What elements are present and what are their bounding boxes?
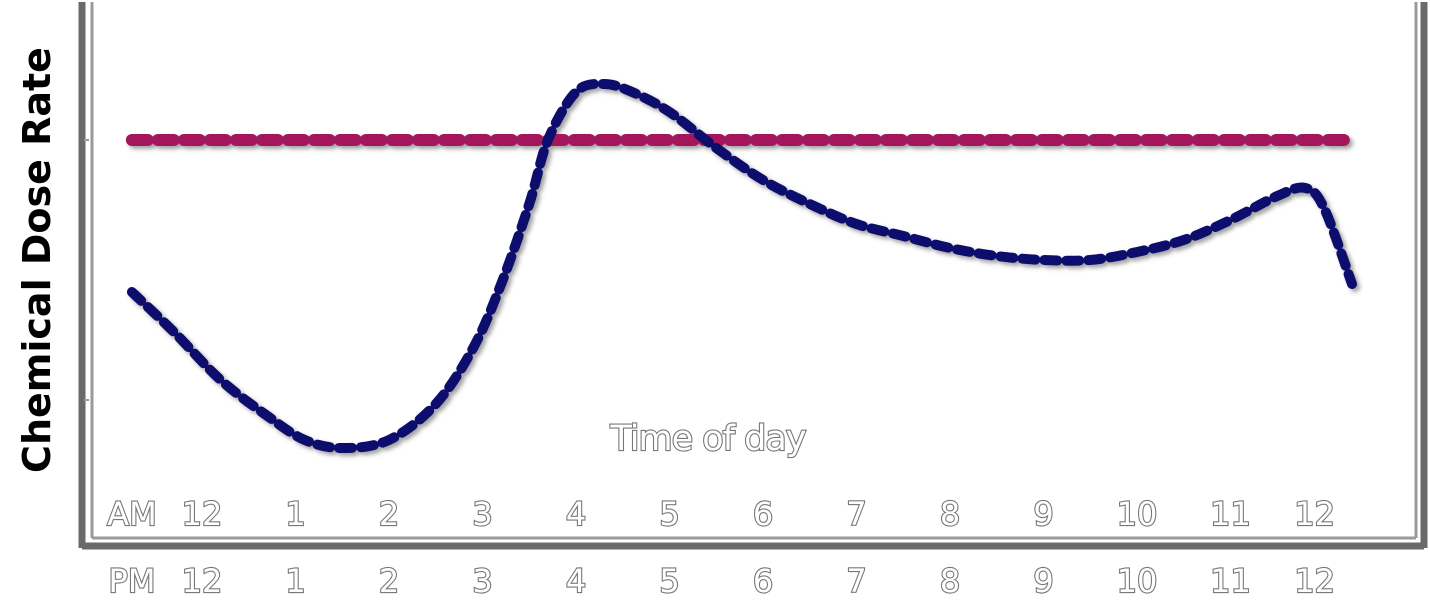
plot-frame: [78, 2, 1428, 550]
pm-tick-8: 8: [940, 562, 960, 600]
pm-tick-11: 11: [1210, 562, 1251, 600]
pm-tick-7: 7: [846, 562, 866, 600]
am-tick-1: 1: [285, 495, 305, 533]
pm-tick-5: 5: [659, 562, 679, 600]
am-tick-7: 7: [846, 495, 866, 533]
pm-tick-12: 12: [1294, 562, 1335, 600]
dose-rate-curve: [126, 78, 1358, 454]
am-tick-5: 5: [659, 495, 679, 533]
am-tick-10: 10: [1117, 495, 1158, 533]
am-tick-8: 8: [940, 495, 960, 533]
am-tick-6: 6: [753, 495, 773, 533]
am-tick-9: 9: [1033, 495, 1053, 533]
pm-row-label: PM: [109, 562, 156, 600]
am-row-label: AM: [107, 495, 157, 533]
pm-tick-4: 4: [566, 562, 586, 600]
am-tick-0: 12: [182, 495, 223, 533]
pm-tick-2: 2: [379, 562, 399, 600]
am-tick-labels: 12 1 2 3 4 5 6 7 8 9 10 11 12: [181, 494, 1337, 534]
am-tick-12: 12: [1294, 495, 1335, 533]
pm-tick-10: 10: [1117, 562, 1158, 600]
am-tick-2: 2: [379, 495, 399, 533]
pm-tick-9: 9: [1033, 562, 1053, 600]
pm-tick-0: 12: [182, 562, 223, 600]
am-tick-4: 4: [566, 495, 586, 533]
pm-tick-labels: 12 1 2 3 4 5 6 7 8 9 10 11 12: [181, 561, 1337, 601]
series-layer: [125, 78, 1359, 454]
pm-tick-3: 3: [472, 562, 492, 600]
pm-tick-1: 1: [285, 562, 305, 600]
pm-tick-6: 6: [753, 562, 773, 600]
y-axis-label: Chemical Dose Rate: [15, 47, 59, 473]
am-tick-11: 11: [1210, 495, 1251, 533]
am-tick-3: 3: [472, 495, 492, 533]
x-axis-label: Time of day: [609, 419, 805, 459]
